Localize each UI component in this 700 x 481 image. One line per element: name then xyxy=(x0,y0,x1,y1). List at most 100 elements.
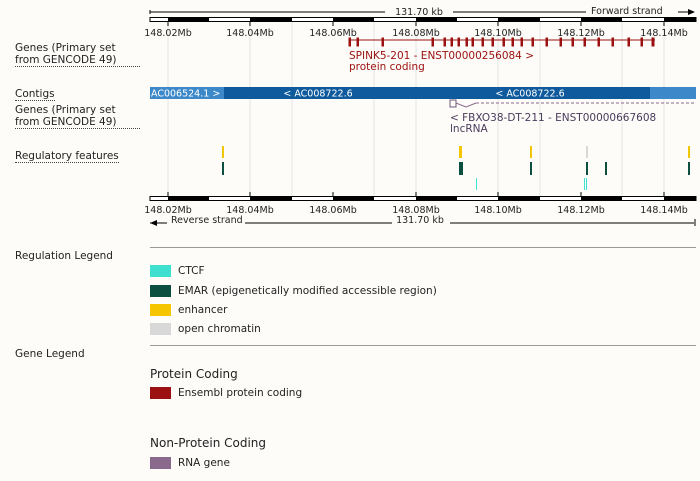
ruler-tick-label: 148.12Mb xyxy=(557,205,604,216)
emar-feature[interactable] xyxy=(530,162,532,175)
exon xyxy=(491,37,494,47)
exon xyxy=(651,37,655,47)
protein-coding-legend-label: Ensembl protein coding xyxy=(178,387,303,399)
enhancer-feature[interactable] xyxy=(530,146,532,158)
exon xyxy=(640,37,643,47)
ruler-block xyxy=(333,18,374,21)
exon xyxy=(583,37,586,47)
legend-item-open-chromatin: open chromatin xyxy=(150,322,261,336)
open-chromatin-legend-label: open chromatin xyxy=(178,323,261,335)
bottom-span-indicator: Reverse strand 131.70 kb xyxy=(150,215,696,226)
genes-reverse-label-text: Genes (Primary set from GENCODE 49) xyxy=(15,104,140,129)
exon xyxy=(431,37,434,47)
emar-feature[interactable] xyxy=(586,162,588,175)
ctcf-legend-label: CTCF xyxy=(178,265,205,277)
ruler-block xyxy=(168,197,209,200)
ruler-block xyxy=(581,197,622,200)
legend-item-ctcf: CTCF xyxy=(150,264,205,278)
contig-2[interactable] xyxy=(224,87,650,99)
track-label-genes-reverse[interactable]: Genes (Primary set from GENCODE 49) xyxy=(15,104,140,129)
reverse-strand-label: Reverse strand xyxy=(171,215,243,226)
gridlines xyxy=(167,20,665,198)
ruler-tick-label: 148.08Mb xyxy=(392,28,439,39)
gene-fbxo38-dt[interactable]: < FBXO38-DT-211 - ENST00000667608 lncRNA xyxy=(449,99,696,135)
legend-item-emar: EMAR (epigenetically modified accessible… xyxy=(150,284,437,298)
ctcf-feature[interactable] xyxy=(586,178,587,190)
contigs-track[interactable]: AC006524.1 > < AC008722.6 < AC008722.6 xyxy=(150,87,696,100)
exon xyxy=(465,37,468,47)
gene-spink5[interactable]: SPINK5-201 - ENST00000256084 > protein c… xyxy=(348,37,655,73)
emar-feature[interactable] xyxy=(222,162,224,175)
open-chromatin-feature[interactable] xyxy=(586,146,588,158)
enhancer-feature[interactable] xyxy=(459,146,462,158)
exon xyxy=(471,37,474,47)
enhancer-swatch xyxy=(150,304,171,316)
contig-3[interactable] xyxy=(650,87,696,99)
protein-coding-swatch xyxy=(150,387,171,399)
non-coding-heading: Non-Protein Coding xyxy=(150,436,267,450)
exon xyxy=(450,37,453,47)
top-span-indicator: 131.70 kb Forward strand xyxy=(149,6,695,18)
track-label-regulatory[interactable]: Regulatory features xyxy=(15,150,119,163)
protein-coding-heading: Protein Coding xyxy=(150,367,238,381)
emar-feature[interactable] xyxy=(459,162,463,175)
gene-fbxo38-name: < FBXO38-DT-211 - ENST00000667608 xyxy=(450,112,656,124)
ruler-block xyxy=(581,18,622,21)
enhancer-feature[interactable] xyxy=(222,146,224,158)
exon xyxy=(545,37,548,47)
regulatory-track[interactable] xyxy=(222,146,690,190)
ruler-block xyxy=(333,197,374,200)
open-chromatin-swatch xyxy=(150,323,171,335)
contig-3-label: < AC008722.6 xyxy=(495,89,564,100)
exon xyxy=(348,37,351,47)
ruler-block xyxy=(416,197,457,200)
ctcf-feature[interactable] xyxy=(476,178,477,190)
contig-1-label: AC006524.1 > xyxy=(151,89,220,100)
bottom-ruler: 148.02Mb 148.04Mb 148.06Mb 148.08Mb 148.… xyxy=(144,192,697,216)
ruler-tick-label: 148.10Mb xyxy=(474,205,521,216)
span-label-top: 131.70 kb xyxy=(395,7,443,18)
enhancer-legend-label: enhancer xyxy=(178,304,228,316)
exon xyxy=(597,37,600,47)
ctcf-feature[interactable] xyxy=(584,178,585,190)
legend-item-protein-coding: Ensembl protein coding xyxy=(150,386,302,400)
emar-legend-label: EMAR (epigenetically modified accessible… xyxy=(178,285,437,297)
ruler-tick-label: 148.14Mb xyxy=(640,28,687,39)
exon xyxy=(449,99,457,108)
top-ruler: 148.02Mb 148.04Mb 148.06Mb 148.08Mb 148.… xyxy=(144,17,697,39)
ruler-block xyxy=(168,18,209,21)
exon xyxy=(627,37,630,47)
contigs-label-text: Contigs xyxy=(15,88,55,101)
ruler-tick-label: 148.02Mb xyxy=(144,205,191,216)
ruler-block xyxy=(498,18,540,21)
track-label-genes-forward[interactable]: Genes (Primary set from GENCODE 49) xyxy=(15,42,140,67)
genome-browser-panel[interactable]: 131.70 kb Forward strand 148.02Mb 148.04… xyxy=(0,0,700,235)
legend-item-enhancer: enhancer xyxy=(150,303,227,317)
exon xyxy=(381,37,384,47)
ruler-tick-label: 148.08Mb xyxy=(392,205,439,216)
track-label-contigs[interactable]: Contigs xyxy=(15,88,55,101)
emar-feature[interactable] xyxy=(688,162,690,175)
rna-gene-legend-label: RNA gene xyxy=(178,457,230,469)
span-label-bottom: 131.70 kb xyxy=(396,215,444,226)
emar-feature[interactable] xyxy=(605,162,607,175)
ruler-tick-label: 148.04Mb xyxy=(226,28,273,39)
ruler-block xyxy=(664,18,696,21)
gene-spink5-name: SPINK5-201 - ENST00000256084 > xyxy=(349,50,534,62)
enhancer-feature[interactable] xyxy=(688,146,690,158)
exon xyxy=(520,37,523,47)
ruler-tick-label: 148.12Mb xyxy=(557,28,604,39)
gene-spink5-biotype: protein coding xyxy=(349,61,425,73)
gene-legend-title: Gene Legend xyxy=(15,348,85,360)
ruler-tick-label: 148.04Mb xyxy=(226,205,273,216)
legend-divider xyxy=(150,345,696,346)
ruler-tick-label: 148.06Mb xyxy=(309,28,356,39)
ruler-block xyxy=(250,18,292,21)
regulation-legend-title: Regulation Legend xyxy=(15,250,113,262)
contig-1[interactable] xyxy=(150,87,224,99)
exon xyxy=(511,37,514,47)
forward-arrow-head xyxy=(688,9,695,15)
regulatory-label-text: Regulatory features xyxy=(15,150,119,163)
ruler-block xyxy=(250,197,292,200)
contig-2-label: < AC008722.6 xyxy=(283,89,352,100)
